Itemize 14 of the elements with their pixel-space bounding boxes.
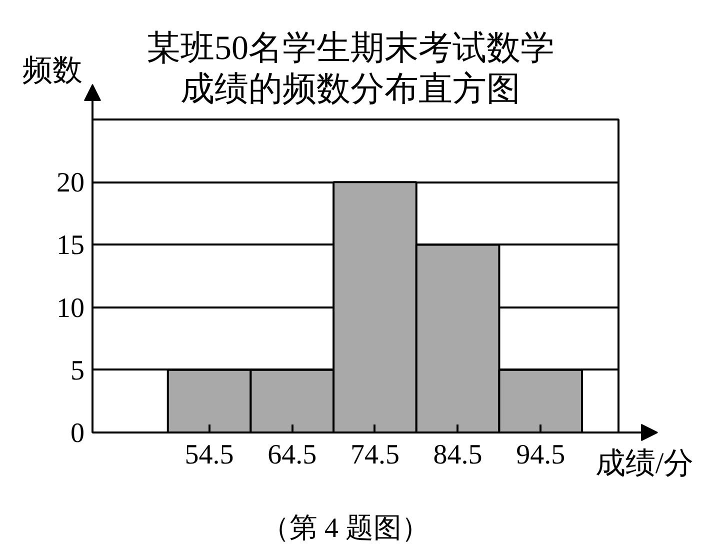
x-axis-title: 成绩/分 bbox=[595, 447, 694, 480]
x-tick-label: 64.5 bbox=[268, 440, 317, 470]
y-axis-title: 频数 bbox=[22, 54, 82, 87]
x-tick-label: 84.5 bbox=[433, 440, 482, 470]
y-tick-label: 10 bbox=[56, 292, 84, 324]
y-tick-label: 20 bbox=[56, 168, 84, 199]
x-tick-label: 54.5 bbox=[184, 440, 234, 470]
text: （第 4 题图） bbox=[262, 513, 430, 544]
x-tick-label: 94.5 bbox=[516, 440, 566, 470]
y-tick-label: 0 bbox=[70, 418, 84, 449]
y-tick-label: 15 bbox=[56, 230, 84, 262]
y-tick-label: 5 bbox=[70, 355, 84, 386]
x-tick-label: 74.5 bbox=[350, 440, 400, 470]
chart-title: 某班50名学生期末考试数学成绩的频数分布直方图 bbox=[146, 30, 554, 108]
